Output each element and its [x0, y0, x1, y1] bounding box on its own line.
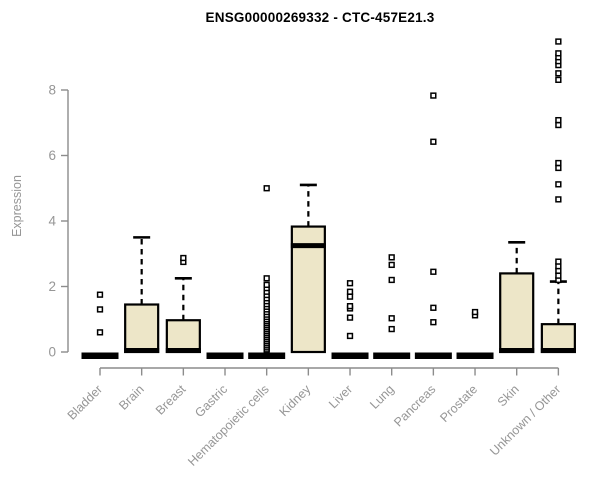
x-category-label: Brain [116, 382, 147, 413]
x-category-label: Unknown / Other [487, 382, 563, 458]
outlier-point [555, 121, 562, 129]
x-category-label: Pancreas [391, 382, 438, 429]
outlier-point [555, 50, 562, 57]
outlier-point [388, 315, 395, 322]
y-tick-label: 6 [48, 148, 56, 163]
box-group-kidney [290, 183, 326, 354]
y-axis: 0 2 4 6 8 [48, 83, 69, 360]
box-rect [540, 323, 576, 354]
box-group-lung [373, 254, 411, 359]
outlier-point [96, 306, 104, 313]
outlier-point [430, 268, 437, 275]
x-category-label: Hematopoietic cells [185, 382, 272, 469]
collapsed-zero-bar [248, 352, 286, 359]
outlier-point [388, 276, 395, 284]
x-category-label: Liver [326, 382, 355, 411]
box-group-liver [331, 280, 369, 359]
outlier-point [555, 258, 562, 265]
outlier-point [471, 308, 479, 316]
outlier-point [346, 332, 354, 340]
outlier-point [96, 329, 104, 336]
box-rect [499, 272, 535, 354]
outlier-point [555, 181, 562, 188]
y-tick-label: 0 [48, 345, 56, 360]
outlier-point [555, 164, 562, 172]
outlier-point [346, 280, 354, 287]
box-rect [124, 303, 160, 354]
collapsed-zero-bar [331, 352, 369, 359]
collapsed-zero-bar [456, 352, 494, 359]
box-group-prostate [456, 308, 494, 359]
box-group-pancreas [414, 92, 452, 359]
outlier-point [388, 261, 395, 269]
outlier-point [430, 138, 437, 145]
box-group-bladder [81, 291, 119, 359]
outlier-point [430, 304, 437, 311]
outlier-point [388, 254, 395, 261]
x-category-label: Lung [367, 382, 397, 412]
outlier-point [555, 159, 562, 167]
x-category-label: Gastric [192, 382, 230, 420]
outlier-point [346, 293, 354, 300]
outlier-point [555, 272, 562, 279]
collapsed-zero-bar [373, 352, 411, 359]
outlier-point [430, 319, 437, 326]
y-tick-label: 4 [48, 214, 56, 229]
y-tick-label: 2 [48, 279, 56, 294]
box-group-gastric [206, 352, 244, 359]
outlier-point [430, 92, 437, 99]
outlier-point [346, 314, 354, 321]
x-category-label: Kidney [277, 382, 314, 419]
box-rect [165, 319, 201, 354]
outlier-point [388, 325, 395, 333]
outlier-point [96, 291, 104, 298]
box-group-unknown-other [540, 38, 576, 354]
box-group-skin [499, 240, 535, 354]
collapsed-zero-bar [206, 352, 244, 359]
x-category-label: Bladder [65, 382, 105, 422]
outlier-point [555, 70, 562, 77]
box-group-brain [124, 236, 160, 354]
outlier-point [555, 196, 562, 203]
box-group-hematopoietic-cells [248, 185, 286, 359]
outlier-point [346, 303, 354, 310]
x-category-label: Skin [495, 382, 522, 409]
outlier-point [263, 275, 270, 282]
collapsed-zero-bar [414, 352, 452, 359]
chart-title: ENSG00000269332 - CTC-457E21.3 [205, 10, 435, 25]
outlier-point [263, 185, 270, 192]
x-category-label: Breast [153, 382, 189, 418]
outlier-point [180, 254, 187, 262]
x-category-label: Prostate [437, 382, 480, 425]
outlier-point [555, 76, 562, 83]
outlier-point [346, 288, 354, 295]
box-group-breast [165, 254, 201, 354]
outlier-point [555, 116, 562, 124]
outlier-point [555, 38, 562, 45]
outlier-point [263, 281, 270, 289]
collapsed-zero-bar [81, 352, 119, 359]
y-tick-label: 8 [48, 83, 56, 98]
